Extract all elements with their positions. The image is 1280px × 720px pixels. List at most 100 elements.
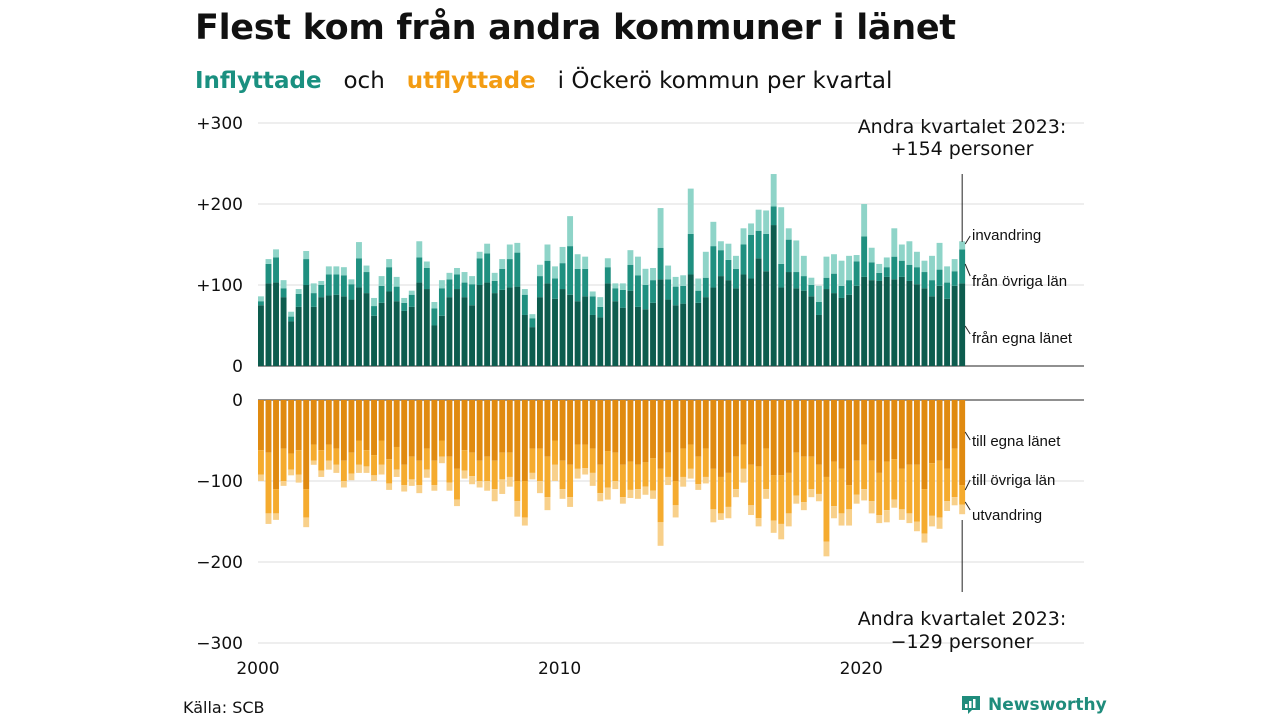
bar-in-egna	[559, 289, 566, 366]
bar-out-ovriga	[438, 440, 445, 457]
bar-in-egna	[755, 258, 762, 366]
bar-in-egna	[793, 288, 800, 366]
bar-out-egna	[710, 400, 717, 469]
bar-in-egna	[883, 276, 890, 366]
bar-out-utvandring	[318, 470, 325, 477]
bar-out-utvandring	[770, 520, 777, 533]
bar-out-egna	[386, 400, 393, 460]
bar-in-egna	[702, 297, 709, 366]
bar-in-ovriga	[454, 274, 460, 290]
bar-out-ovriga	[454, 468, 460, 500]
bar-in-invandring	[476, 251, 483, 259]
bar-in-invandring	[265, 259, 272, 264]
bar-out-ovriga	[295, 450, 302, 475]
bar-in-invandring	[589, 291, 596, 297]
annotation-bottom-line1: Andra kvartalet 2023:	[858, 608, 1067, 630]
bar-in-ovriga	[702, 277, 709, 298]
bar-out-egna	[589, 400, 596, 449]
bar-out-utvandring	[763, 489, 770, 499]
bar-in-invandring	[680, 275, 687, 286]
bar-out-egna	[401, 400, 408, 465]
bar-in-egna	[318, 297, 325, 366]
bar-in-invandring	[725, 243, 732, 260]
bar-in-ovriga	[303, 259, 310, 285]
bar-in-invandring	[740, 228, 747, 245]
bar-out-utvandring	[913, 521, 920, 532]
bar-in-ovriga	[514, 252, 521, 287]
bar-out-ovriga	[665, 452, 672, 477]
bar-out-ovriga	[642, 462, 649, 487]
bar-out-egna	[423, 400, 430, 449]
bar-in-ovriga	[273, 257, 279, 283]
subtitle-inflyttade: Inflyttade	[195, 68, 322, 94]
bar-out-egna	[635, 400, 641, 465]
bar-in-invandring	[310, 283, 317, 294]
bar-out-ovriga	[853, 460, 860, 495]
bar-out-utvandring	[846, 509, 853, 526]
bar-in-invandring	[627, 250, 634, 265]
bar-in-invandring	[800, 255, 807, 277]
bar-out-utvandring	[295, 474, 302, 483]
bar-out-utvandring	[929, 515, 935, 527]
bar-in-ovriga	[461, 282, 468, 298]
bar-out-ovriga	[401, 464, 408, 486]
bar-out-egna	[310, 400, 317, 445]
bar-out-ovriga	[333, 448, 340, 465]
bar-out-utvandring	[521, 517, 528, 526]
bar-out-utvandring	[906, 513, 913, 524]
legend-out-label: till övriga län	[972, 472, 1055, 489]
bar-out-egna	[348, 400, 355, 453]
bar-in-invandring	[552, 266, 558, 279]
bar-in-ovriga	[906, 264, 913, 281]
subtitle-utflyttade: utflyttade	[406, 68, 536, 94]
bar-in-ovriga	[665, 279, 672, 300]
bar-out-ovriga	[393, 446, 400, 470]
bar-in-ovriga	[657, 247, 664, 280]
bar-out-utvandring	[815, 493, 822, 502]
bar-out-ovriga	[348, 452, 355, 474]
bar-in-invandring	[733, 255, 739, 269]
bar-out-utvandring	[642, 486, 649, 495]
legend-in-label: från egna länet	[972, 330, 1073, 347]
bar-out-ovriga	[619, 464, 626, 498]
bar-out-egna	[521, 400, 528, 481]
bar-in-egna	[831, 293, 837, 366]
bar-in-invandring	[944, 266, 951, 283]
bar-out-ovriga	[695, 456, 702, 485]
bar-in-ovriga	[725, 259, 732, 281]
bar-in-egna	[446, 297, 453, 366]
chart-subtitle: Inflyttade och utflyttade i Öckerö kommu…	[195, 68, 892, 94]
y-tick-label: +200	[196, 195, 243, 215]
bar-out-utvandring	[612, 481, 619, 490]
bar-out-egna	[446, 400, 453, 457]
bar-out-utvandring	[785, 513, 792, 527]
bar-in-ovriga	[778, 263, 785, 288]
bar-out-ovriga	[408, 456, 415, 480]
bar-in-egna	[544, 283, 551, 366]
bar-in-invandring	[763, 210, 770, 234]
bar-out-egna	[574, 400, 581, 445]
bar-out-utvandring	[423, 469, 430, 478]
bar-out-ovriga	[325, 444, 332, 461]
bar-in-egna	[913, 284, 920, 366]
x-tick-label: 2010	[538, 659, 581, 679]
bar-in-ovriga	[755, 230, 762, 259]
bar-in-egna	[733, 288, 739, 366]
annotation-bottom-line2: −129 personer	[891, 631, 1034, 653]
bar-out-utvandring	[778, 523, 785, 540]
bar-out-ovriga	[770, 475, 777, 521]
bar-out-utvandring	[401, 485, 408, 492]
bar-out-egna	[755, 400, 762, 467]
bar-out-utvandring	[687, 468, 694, 479]
bar-in-ovriga	[544, 260, 551, 284]
bar-in-invandring	[702, 251, 709, 278]
bar-in-invandring	[295, 289, 302, 294]
bar-in-egna	[868, 280, 875, 366]
bar-out-egna	[650, 400, 656, 459]
bar-in-invandring	[340, 267, 347, 276]
y-tick-label: −300	[196, 634, 243, 654]
bar-out-ovriga	[672, 481, 679, 506]
bar-in-invandring	[348, 279, 355, 285]
bar-out-ovriga	[604, 451, 611, 488]
legend-in-leader	[964, 235, 971, 245]
